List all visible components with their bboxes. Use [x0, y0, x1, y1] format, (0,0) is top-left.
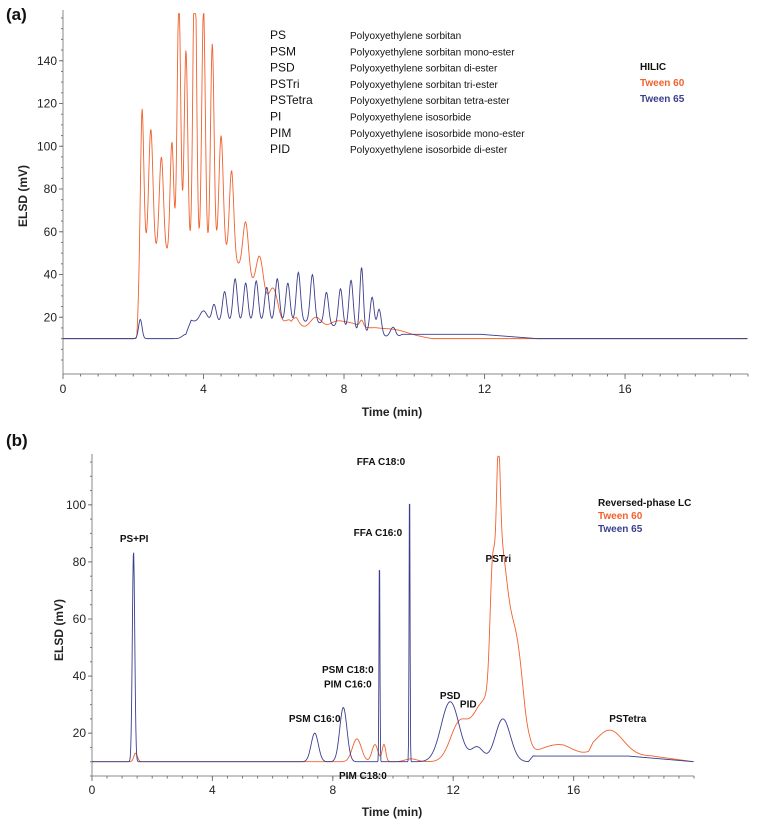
legend-title-b: Reversed-phase LC [598, 498, 691, 509]
panel-a: (a) PS Polyoxyethylene sorbitan PSM Polyoxy… [6, 5, 749, 419]
legend-abbr: PS [270, 28, 286, 42]
y-tick-label-a: 120 [37, 97, 57, 111]
legend-abbr: PI [270, 110, 281, 124]
legend-desc: Polyoxyethylene sorbitan mono-ester [350, 47, 515, 58]
legend-abbr: PID [270, 142, 290, 156]
legend-desc: Polyoxyethylene sorbitan [350, 31, 461, 42]
peak-label: PSM C16:0 [289, 714, 341, 725]
legend-abbr: PSM [270, 44, 296, 58]
peak-label: PSD [440, 691, 461, 702]
legend-series-a-tween65: Tween 65 [640, 94, 685, 105]
y-tick-label-b: 80 [73, 555, 87, 569]
peak-label: PID [460, 699, 477, 710]
series-line-b-tween-65 [92, 503, 694, 763]
x-tick-label-b: 16 [567, 783, 581, 797]
legend-series-a-tween60: Tween 60 [640, 78, 685, 89]
y-tick-label-b: 20 [73, 726, 87, 740]
plot-area-a: 20 40 60 80 100 120 140 0 4 8 12 16 [37, 10, 749, 396]
peak-label: FFA C16:0 [354, 528, 403, 539]
x-tick-label-b: 0 [89, 783, 96, 797]
legend-desc: Polyoxyethylene isosorbide di-ester [350, 145, 508, 156]
x-tick-label-b: 4 [209, 783, 216, 797]
x-tick-label-b: 8 [329, 783, 336, 797]
x-axis-title-b: Time (min) [362, 805, 422, 819]
y-tick-label-a: 40 [44, 268, 58, 282]
panel-b-label: (b) [6, 431, 28, 450]
peak-label: PSTri [486, 554, 512, 565]
y-tick-label-a: 140 [37, 54, 57, 68]
legend-desc: Polyoxyethylene sorbitan tri-ester [350, 80, 499, 91]
abbreviation-legend: PS Polyoxyethylene sorbitan PSM Polyoxyethy… [270, 28, 525, 156]
peak-label: PSM C18:0 [322, 665, 374, 676]
legend-desc: Polyoxyethylene sorbitan tetra-ester [350, 96, 510, 107]
legend-title-a: HILIC [640, 62, 666, 73]
y-tick-label-a: 60 [44, 225, 58, 239]
legend-desc: Polyoxyethylene sorbitan di-ester [350, 64, 498, 75]
x-axis-title-a: Time (min) [362, 405, 422, 419]
y-tick-label-b: 60 [73, 612, 87, 626]
y-axis-title-a: ELSD (mV) [16, 165, 30, 227]
legend-abbr: PSTri [270, 77, 300, 91]
y-tick-label-a: 80 [44, 182, 58, 196]
legend-series-b-tween65: Tween 65 [598, 524, 643, 535]
series-line-a-tween-65 [63, 267, 748, 340]
plot-area-b: 20 40 60 80 100 0 4 8 12 16 PS+PI PSM C16:0 PSM C18:… [66, 454, 695, 797]
x-tick-label-a: 16 [618, 382, 632, 396]
peak-label: PS+PI [120, 534, 149, 545]
x-tick-label-a: 4 [200, 382, 207, 396]
peak-label: FFA C18:0 [357, 457, 406, 468]
legend-series-b-tween60: Tween 60 [598, 511, 643, 522]
peak-label: PIM C16:0 [324, 680, 372, 691]
panel-a-label: (a) [6, 5, 27, 24]
y-axis-title-b: ELSD (mV) [52, 599, 66, 661]
legend-abbr: PSTetra [270, 93, 313, 107]
y-tick-label-a: 20 [44, 310, 58, 324]
x-tick-label-a: 12 [478, 382, 492, 396]
x-tick-label-b: 12 [447, 783, 461, 797]
legend-abbr: PSD [270, 61, 295, 75]
x-tick-label-a: 8 [341, 382, 348, 396]
y-tick-label-b: 100 [66, 498, 86, 512]
panel-b: (b) Reversed-phase LC Tween 60 Tween 65 … [6, 431, 695, 819]
y-tick-label-a: 100 [37, 139, 57, 153]
legend-desc: Polyoxyethylene isosorbide [350, 113, 472, 124]
legend-abbr: PIM [270, 126, 291, 140]
x-tick-label-a: 0 [60, 382, 67, 396]
y-tick-label-b: 40 [73, 669, 87, 683]
peak-label: PIM C18:0 [339, 771, 387, 782]
legend-desc: Polyoxyethylene isosorbide mono-ester [350, 129, 525, 140]
peak-label: PSTetra [609, 714, 646, 725]
